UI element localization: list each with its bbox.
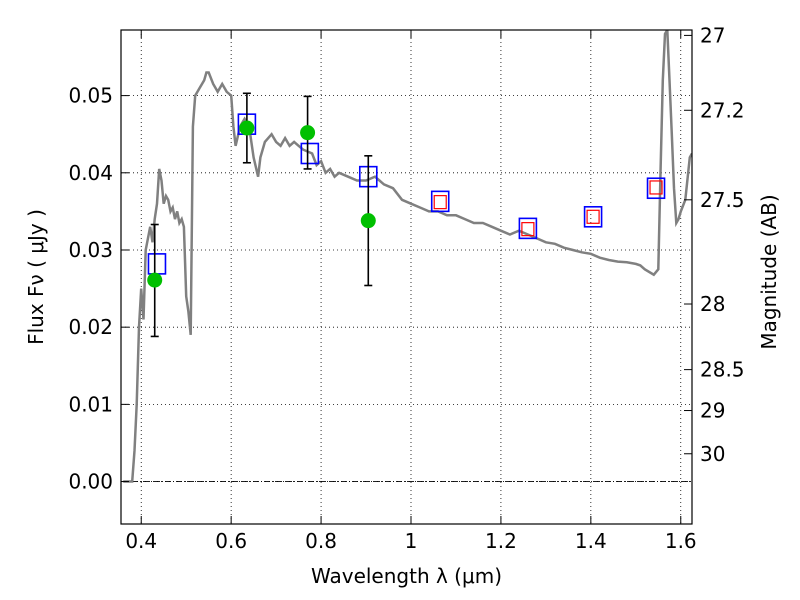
model-sed-curve-layer [123, 30, 692, 483]
right-tick-label: 27.2 [700, 98, 745, 122]
x-tick-label: 0.4 [125, 529, 157, 553]
blue-square-marker [430, 190, 450, 213]
y-tick-label: 0.02 [68, 315, 113, 339]
right-axis-label: Magnitude (AB) [757, 194, 781, 349]
red-square-marker [586, 209, 600, 224]
plot-frame [120, 29, 693, 525]
y-tick-label: 0.04 [68, 161, 113, 185]
right-tick-label: 28 [700, 292, 725, 316]
green-circle-marker [300, 125, 316, 141]
x-tick-label: 1 [405, 529, 418, 553]
x-tick-label: 1.4 [575, 529, 607, 553]
red-square-marker [521, 222, 535, 237]
y-tick-label: 0.00 [68, 470, 113, 494]
right-tick-label: 28.5 [700, 358, 745, 382]
right-tick-label: 27.5 [700, 188, 745, 212]
blue-square-marker [518, 217, 538, 240]
axis-ticks: 0.4 0.6 0.8 1 1.2 1.4 1.6 0.00 0.01 0.02 0.03 0.04 0… [68, 23, 744, 553]
x-tick-label: 0.6 [215, 529, 247, 553]
x-tick-label: 1.6 [665, 529, 697, 553]
blue-square-marker [646, 177, 666, 200]
model-sed-line [123, 30, 692, 483]
y-tick-label: 0.03 [68, 238, 113, 262]
y-axis-label: Flux Fν ( μJy ) [24, 209, 48, 345]
right-tick-label: 30 [700, 442, 725, 466]
right-tick-label: 29 [700, 399, 725, 423]
photometry-markers [147, 92, 666, 338]
x-tick-label: 1.2 [485, 529, 517, 553]
y-tick-label: 0.01 [68, 392, 113, 416]
green-circle-marker [147, 272, 163, 288]
right-tick-label: 27 [700, 23, 725, 47]
blue-square-marker [583, 205, 603, 228]
x-tick-label: 0.8 [305, 529, 337, 553]
green-circle-marker [239, 120, 255, 136]
x-axis-label: Wavelength λ (μm) [311, 564, 502, 588]
green-circle-marker [360, 213, 376, 229]
red-square-marker [433, 195, 447, 210]
blue-square-marker [300, 142, 320, 165]
red-square-marker [649, 180, 663, 195]
y-tick-label: 0.05 [68, 84, 113, 108]
